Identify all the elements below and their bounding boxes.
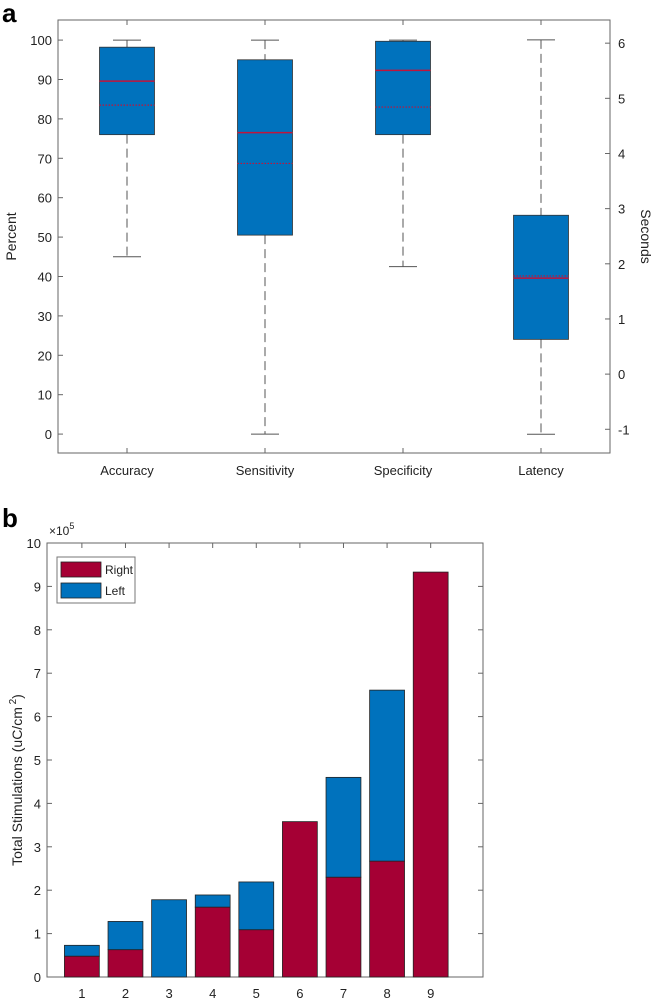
y-axis-label: Total Stimulations (uC/cm 2) [8,694,25,866]
legend-swatch-right [60,561,102,578]
y-axis-label-close: ) [9,694,25,699]
y-axis-label-sup: 2 [8,698,19,707]
panel-label-a: a [2,0,17,28]
y-multiplier: ×105 [49,521,74,538]
y-tick-label: 7 [34,666,41,681]
y-tick-label: 40 [38,269,52,284]
x-tick-label: Specificity [374,463,433,478]
x-tick-label: Sensitivity [236,463,295,478]
y-right-tick-label: 5 [618,91,625,106]
bar-left-2 [107,921,144,951]
y-multiplier-exponent: 5 [69,521,74,531]
y-tick-label: 100 [30,33,52,48]
bar-right-5 [238,929,275,978]
y-tick-label: 3 [34,840,41,855]
x-tick-label: Latency [518,463,564,478]
box-sensitivity [237,59,293,236]
y-tick-label: 0 [45,427,52,442]
bar-left-4 [194,894,231,908]
legend-label-right: Right [105,563,134,577]
bar-right-8 [369,860,405,978]
y-tick-label: 80 [38,112,52,127]
y-tick-label: 70 [38,151,52,166]
x-tick-label: 4 [209,986,216,1001]
y-tick-label: 60 [38,191,52,206]
y-tick-label: 2 [34,883,41,898]
y-tick-label: 5 [34,753,41,768]
legend-label-left: Left [105,584,126,598]
x-tick-label: 7 [340,986,347,1001]
y-tick-label: 10 [27,536,41,551]
y-multiplier-base: ×10 [49,524,70,538]
x-tick-label: 3 [165,986,172,1001]
y-tick-label: 10 [38,388,52,403]
y-axis-label-text: Total Stimulations (uC/cm [9,707,25,866]
bar-left-1 [64,944,100,957]
bar-left-5 [238,881,275,931]
bar-right-2 [107,949,144,978]
panel-label-b: b [2,503,18,533]
x-tick-label: 5 [253,986,260,1001]
x-tick-label: 6 [296,986,303,1001]
y-tick-label: 30 [38,309,52,324]
y-tick-label: 90 [38,72,52,87]
legend: Right Left [56,556,136,604]
y-right-tick-label: 2 [618,257,625,272]
y-right-tick-label: 4 [618,146,625,161]
x-tick-label: Accuracy [100,463,154,478]
bar-right-9 [412,571,449,978]
y-right-axis-label: Seconds [638,209,654,263]
y-tick-label: 20 [38,348,52,363]
y-tick-label: 6 [34,710,41,725]
y-tick-label: 4 [34,796,41,811]
y-right-tick-label: 6 [618,36,625,51]
x-tick-label: 9 [427,986,434,1001]
box-specificity [375,40,431,136]
bar-right-7 [325,876,362,978]
bar-left-3 [151,899,187,978]
x-tick-label: 1 [78,986,85,1001]
y-tick-label: 50 [38,230,52,245]
y-tick-label: 0 [34,970,41,985]
y-tick-label: 1 [34,927,41,942]
bar-left-7 [325,776,362,878]
bar-right-4 [194,906,231,978]
boxplot-panel: 0 10 20 30 40 50 60 70 80 90 100 -1 0 1 2 3 4 5 6 Accuracy S… [3,19,654,478]
bar-right-1 [64,955,100,978]
y-axis-label: Percent [3,212,19,260]
y-right-tick-label: 0 [618,367,625,382]
bar-left-8 [369,689,405,862]
x-tick-label: 2 [122,986,129,1001]
y-tick-label: 8 [34,623,41,638]
bar-right-6 [282,821,318,978]
y-tick-label: 9 [34,579,41,594]
axes-box [57,19,611,454]
box-accuracy [99,46,155,136]
y-right-tick-label: -1 [618,422,630,437]
box-latency [513,214,569,340]
legend-swatch-left [60,582,102,599]
x-tick-label: 8 [383,986,390,1001]
y-right-tick-label: 3 [618,202,625,217]
y-right-tick-label: 1 [618,312,625,327]
